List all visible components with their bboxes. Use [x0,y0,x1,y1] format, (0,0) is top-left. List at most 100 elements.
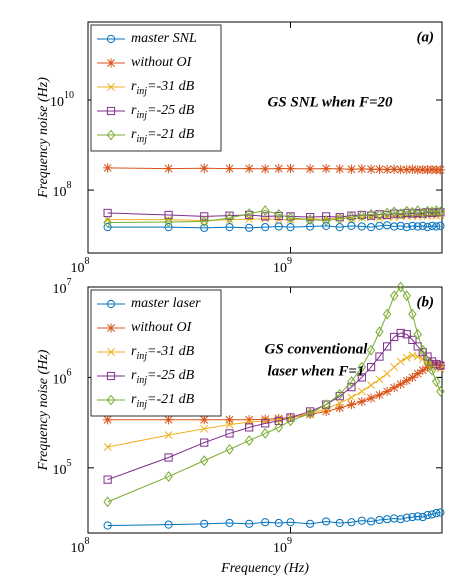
marker [418,344,428,356]
marker [164,210,173,220]
marker [423,352,432,361]
marker [423,223,432,232]
marker [164,431,173,440]
marker [382,164,392,175]
legend-label: rinj=-31 dB [131,344,195,362]
tick-exp: 7 [67,277,72,288]
marker [306,519,315,528]
marker [306,222,315,231]
marker [427,364,437,376]
marker [357,210,367,222]
legend-label-part: =-31 dB [147,344,195,359]
marker [244,415,254,425]
marker [286,223,295,232]
marker [286,212,295,224]
marker [261,419,270,428]
marker [436,221,445,230]
x-tick-label: 109 [273,536,292,556]
series-line [107,332,441,481]
marker [408,335,417,344]
marker [402,205,411,217]
legend-label-part: =-21 dB [147,127,195,142]
marker [106,371,116,381]
y-tick-label: 105 [53,458,72,478]
marker [200,216,209,227]
tick-exp: 9 [287,536,292,547]
tick-exp: 8 [85,256,90,267]
marker [322,212,331,221]
marker [402,353,411,362]
marker [321,163,331,174]
marker [418,221,427,230]
marker [335,392,344,401]
y-tick-label: 108 [53,180,72,200]
marker [436,206,445,218]
legend-label: master SNL [131,31,197,46]
marker [305,214,315,226]
marker [436,508,445,517]
marker [390,363,399,372]
marker [225,211,234,220]
marker [274,222,283,231]
legend-label-part: =-21 dB [147,392,195,407]
marker [164,520,173,529]
marker [286,518,295,527]
tick-exp: 8 [67,180,72,191]
marker [335,403,345,413]
marker [435,165,446,175]
marker [322,517,331,526]
legend-label-sub: inj [136,375,147,386]
tick-base: 10 [273,261,287,276]
marker [413,352,422,361]
marker [106,58,116,68]
legend-label-sub: inj [136,351,147,362]
marker [402,223,411,232]
marker [106,129,116,141]
marker [390,514,399,523]
marker [346,400,357,410]
marker [436,385,445,397]
tick-base: 10 [71,261,85,276]
marker [163,415,174,425]
marker [200,424,209,433]
marker [357,387,366,396]
marker [261,518,270,527]
marker [366,344,376,356]
marker [389,164,399,174]
marker [402,513,411,522]
marker [335,388,344,400]
y-tick-label: 106 [53,368,72,388]
tick-exp: 9 [287,256,292,267]
marker [106,299,116,309]
marker [413,369,423,379]
marker [366,517,376,526]
marker [402,164,412,175]
marker [335,399,344,408]
plot-frame [87,21,443,254]
marker [396,221,405,230]
marker [103,415,113,425]
marker [245,519,254,528]
marker [423,510,432,520]
legend-label-sub: inj [136,399,147,410]
x-tick-label: 109 [273,256,292,276]
legend-label: rinj=-25 dB [131,368,195,386]
annotation: GS conventional [265,341,369,357]
tick-base: 10 [53,373,67,388]
marker [402,290,411,302]
marker [200,519,209,528]
marker [366,393,376,403]
tick-base: 10 [53,185,67,200]
marker [260,414,270,424]
marker [402,330,411,339]
legend-label: without OI [131,320,193,335]
marker [103,496,112,508]
marker [396,328,405,338]
marker [436,364,445,373]
marker [225,429,234,438]
marker [423,356,432,367]
marker [321,406,331,417]
marker [413,165,423,175]
marker [390,222,399,231]
